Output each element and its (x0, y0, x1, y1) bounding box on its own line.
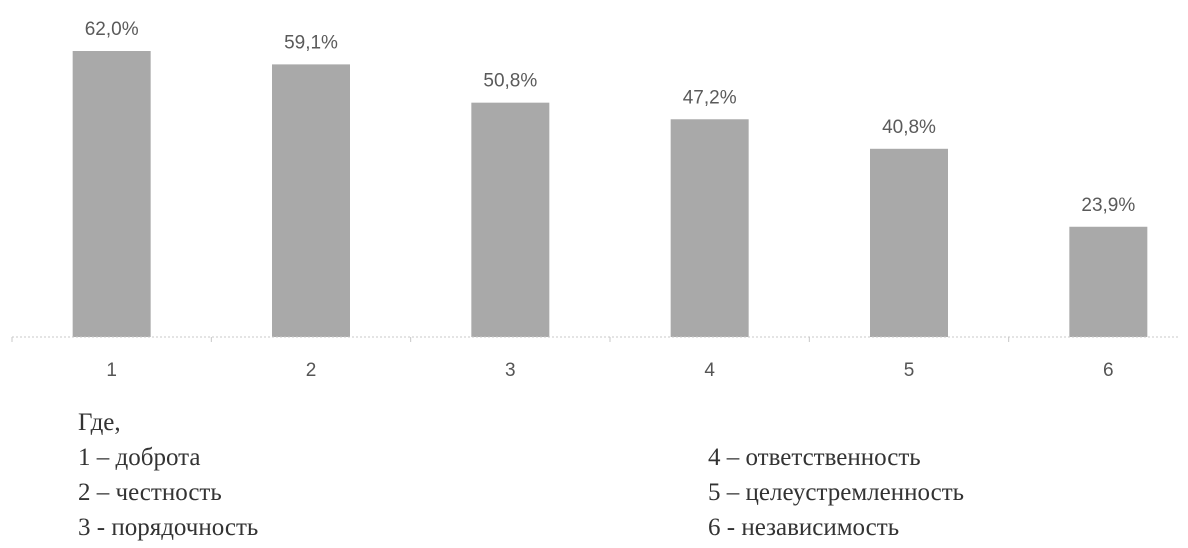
bars-layer (72, 51, 1148, 338)
bar-3 (471, 102, 550, 337)
data-labels-layer: 62,0% 59,1% 50,8% 47,2% 40,8% 23,9% (85, 19, 1136, 216)
legend-entry-2: 2 – честность (78, 479, 222, 506)
bar-5 (870, 148, 948, 337)
tick-label-3: 3 (505, 360, 516, 381)
tick-label-4: 4 (704, 360, 715, 381)
legend-entry-3: 3 - порядочность (78, 514, 259, 541)
legend-block: Где, 1 – доброта 2 – честность 3 - поряд… (78, 405, 1158, 548)
legend-heading: Где, (78, 409, 121, 436)
data-label-2: 59,1% (284, 32, 338, 53)
data-label-3: 50,8% (483, 71, 537, 92)
legend-entry-1: 1 – доброта (78, 444, 201, 471)
data-label-5: 40,8% (882, 117, 936, 138)
bar-chart: 62,0% 59,1% 50,8% 47,2% 40,8% 23,9% 1 2 3 4 5 6 (11, 19, 1180, 381)
data-label-6: 23,9% (1081, 195, 1135, 216)
tick-label-5: 5 (904, 360, 915, 381)
tick-label-2: 2 (306, 360, 317, 381)
data-label-4: 47,2% (683, 87, 737, 108)
tick-label-6: 6 (1103, 360, 1114, 381)
legend-entry-6: 6 - независимость (708, 514, 900, 541)
bar-4 (670, 119, 749, 337)
bar-6 (1069, 226, 1148, 337)
legend-right-column: 4 – ответственность 5 – целеустремленнос… (708, 440, 964, 545)
tick-label-1: 1 (106, 360, 117, 381)
data-label-1: 62,0% (85, 19, 139, 40)
legend-entry-5: 5 – целеустремленность (708, 479, 965, 506)
x-axis-tick-labels: 1 2 3 4 5 6 (106, 360, 1113, 381)
bar-1 (72, 51, 151, 337)
bar-2 (272, 64, 350, 338)
x-axis-ticks (11, 337, 1010, 342)
legend-left-column: 1 – доброта 2 – честность 3 - порядочнос… (78, 440, 258, 545)
legend-entry-4: 4 – ответственность (708, 444, 921, 471)
